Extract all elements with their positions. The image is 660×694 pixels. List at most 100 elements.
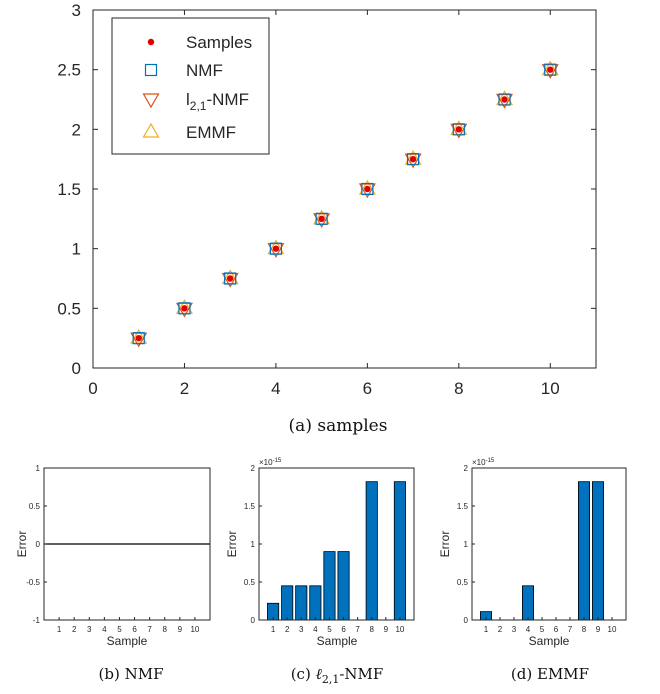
- panel-c-xlabel: Sample: [317, 634, 358, 648]
- panel-d-y-tick-label: 0.5: [457, 578, 469, 587]
- legend-label-l21-nmf: l2,1-NMF: [186, 90, 249, 113]
- x-tick-label: 0: [88, 379, 97, 398]
- panel-c-y-tick-label: 0.5: [244, 578, 256, 587]
- panel-b-ylabel: Error: [15, 531, 29, 558]
- panel-d-xlabel: Sample: [529, 634, 570, 648]
- panel-c-caption: (c) ℓ2,1-NMF: [291, 665, 384, 686]
- point-samples-2: [181, 305, 188, 312]
- panel-b-x-tick-label: 5: [117, 625, 122, 634]
- panel-d-bar-4: [522, 585, 535, 621]
- y-tick-label: 3: [72, 1, 81, 20]
- panel-d-bar-9: [592, 481, 605, 621]
- panel-a-caption: (a) samples: [289, 416, 388, 436]
- panel-c-y-tick-label: 0: [251, 616, 256, 625]
- panel-d-x-tick-label: 3: [512, 625, 517, 634]
- panel-c-x-tick-label: 3: [299, 625, 304, 634]
- panel-d-y-tick-label: 2: [464, 464, 469, 473]
- panel-b-x-tick-label: 10: [190, 625, 199, 634]
- point-nmf-8: [452, 123, 465, 136]
- x-tick-label: 2: [180, 379, 189, 398]
- legend-label-nmf: NMF: [186, 61, 223, 80]
- panel-d-caption: (d) EMMF: [511, 665, 589, 683]
- panel-c-x-tick-label: 5: [327, 625, 332, 634]
- panel-d-y-tick-label: 0: [464, 616, 469, 625]
- panel-c-bar-5: [323, 551, 336, 621]
- point-nmf-2: [178, 302, 191, 315]
- panel-b-x-tick-label: 6: [132, 625, 137, 634]
- panel-b-x-tick-label: 9: [178, 625, 183, 634]
- point-nmf-9: [498, 93, 511, 106]
- panel-b-x-tick-label: 3: [87, 625, 92, 634]
- panel-b-y-tick-label: -1: [33, 616, 41, 625]
- panel-d-x-tick-label: 4: [526, 625, 531, 634]
- panel-d-y-tick-label: 1.5: [457, 502, 469, 511]
- panel-c-x-tick-label: 7: [355, 625, 360, 634]
- y-tick-label: 0.5: [57, 299, 81, 318]
- x-tick-label: 4: [271, 379, 280, 398]
- panel-b-x-tick-label: 1: [57, 625, 62, 634]
- legend-box: [111, 17, 270, 155]
- point-nmf-1: [132, 332, 145, 345]
- panel-c-exponent: ×10-15: [259, 458, 282, 467]
- legend-swatch-samples: [147, 38, 155, 46]
- panel-c-y-tick-label: 1.5: [244, 502, 256, 511]
- panel-b-x-tick-label: 8: [163, 625, 168, 634]
- panel-c-bar-10: [393, 481, 406, 621]
- panel-c-x-tick-label: 8: [370, 625, 375, 634]
- panel-d-x-tick-label: 5: [540, 625, 545, 634]
- panel-d-x-tick-label: 9: [596, 625, 601, 634]
- point-nmf-3: [224, 272, 237, 285]
- point-samples-9: [501, 96, 508, 103]
- point-samples-4: [272, 245, 280, 252]
- point-samples-10: [547, 66, 554, 73]
- panel-c-x-tick-label: 10: [395, 625, 404, 634]
- panel-b-x-tick-label: 4: [102, 625, 107, 634]
- point-samples-6: [364, 185, 371, 193]
- panel-c-x-tick-label: 2: [285, 625, 290, 634]
- legend-swatch-emmf: [142, 122, 160, 138]
- panel-d-y-tick-label: 1: [464, 540, 469, 549]
- point-samples-5: [318, 215, 325, 223]
- panel-c-y-tick-label: 1: [251, 540, 256, 549]
- point-samples-8: [455, 126, 463, 133]
- panel-a-ticks: 0 2 4 6 8 10 0 0.5 1 1.5 2 2.5 3: [57, 1, 596, 398]
- legend-swatch-l2-1-nmf: [142, 93, 160, 109]
- panel-a-marks: [130, 60, 559, 348]
- panel-d-x-tick-label: 8: [582, 625, 587, 634]
- panel-b-caption: (b) NMF: [99, 665, 164, 683]
- legend-swatches: [142, 38, 160, 138]
- panel-b-ticks: 1 2 3 4 5 6 7 8 9 10 -1 -0.5 0 0.5 1: [26, 464, 200, 634]
- y-tick-label: 0: [72, 359, 81, 378]
- panel-d-x-tick-label: 7: [568, 625, 573, 634]
- legend-swatch-nmf: [144, 63, 158, 77]
- y-tick-label: 2.5: [57, 61, 81, 80]
- panel-d-x-tick-label: 2: [498, 625, 503, 634]
- point-nmf-6: [361, 182, 374, 196]
- panel-c-bar-8: [365, 481, 378, 621]
- point-samples-3: [226, 275, 234, 282]
- panel-c-bar-6: [337, 551, 350, 621]
- y-tick-label: 1: [72, 240, 81, 259]
- panel-c-bar-4: [309, 585, 322, 621]
- point-nmf-5: [315, 212, 328, 225]
- x-tick-label: 6: [363, 379, 372, 398]
- x-tick-label: 10: [541, 379, 560, 398]
- panel-c-x-tick-label: 4: [313, 625, 318, 634]
- panel-b-nmf-error-chart: 1 2 3 4 5 6 7 8 9 10 -1 -0.5 0 0.5 1 Error Sample (b) …: [15, 464, 211, 683]
- legend: Samples NMF l2,1-NMF EMMF: [111, 17, 270, 155]
- legend-label-samples: Samples: [186, 33, 252, 52]
- panel-c-bar-3: [295, 585, 308, 621]
- panel-d-x-tick-label: 10: [608, 625, 617, 634]
- panel-c-marks: [267, 481, 406, 621]
- panel-b-x-tick-label: 7: [147, 625, 152, 634]
- panel-d-exponent: ×10-15: [472, 458, 495, 467]
- point-samples-1: [135, 334, 142, 342]
- panel-b-y-tick-label: -0.5: [26, 578, 40, 587]
- point-nmf-10: [544, 63, 557, 76]
- panel-b-x-tick-label: 2: [72, 625, 77, 634]
- y-tick-label: 2: [72, 120, 81, 139]
- panel-d-bar-8: [578, 481, 591, 621]
- panel-b-y-tick-label: 0: [36, 540, 41, 549]
